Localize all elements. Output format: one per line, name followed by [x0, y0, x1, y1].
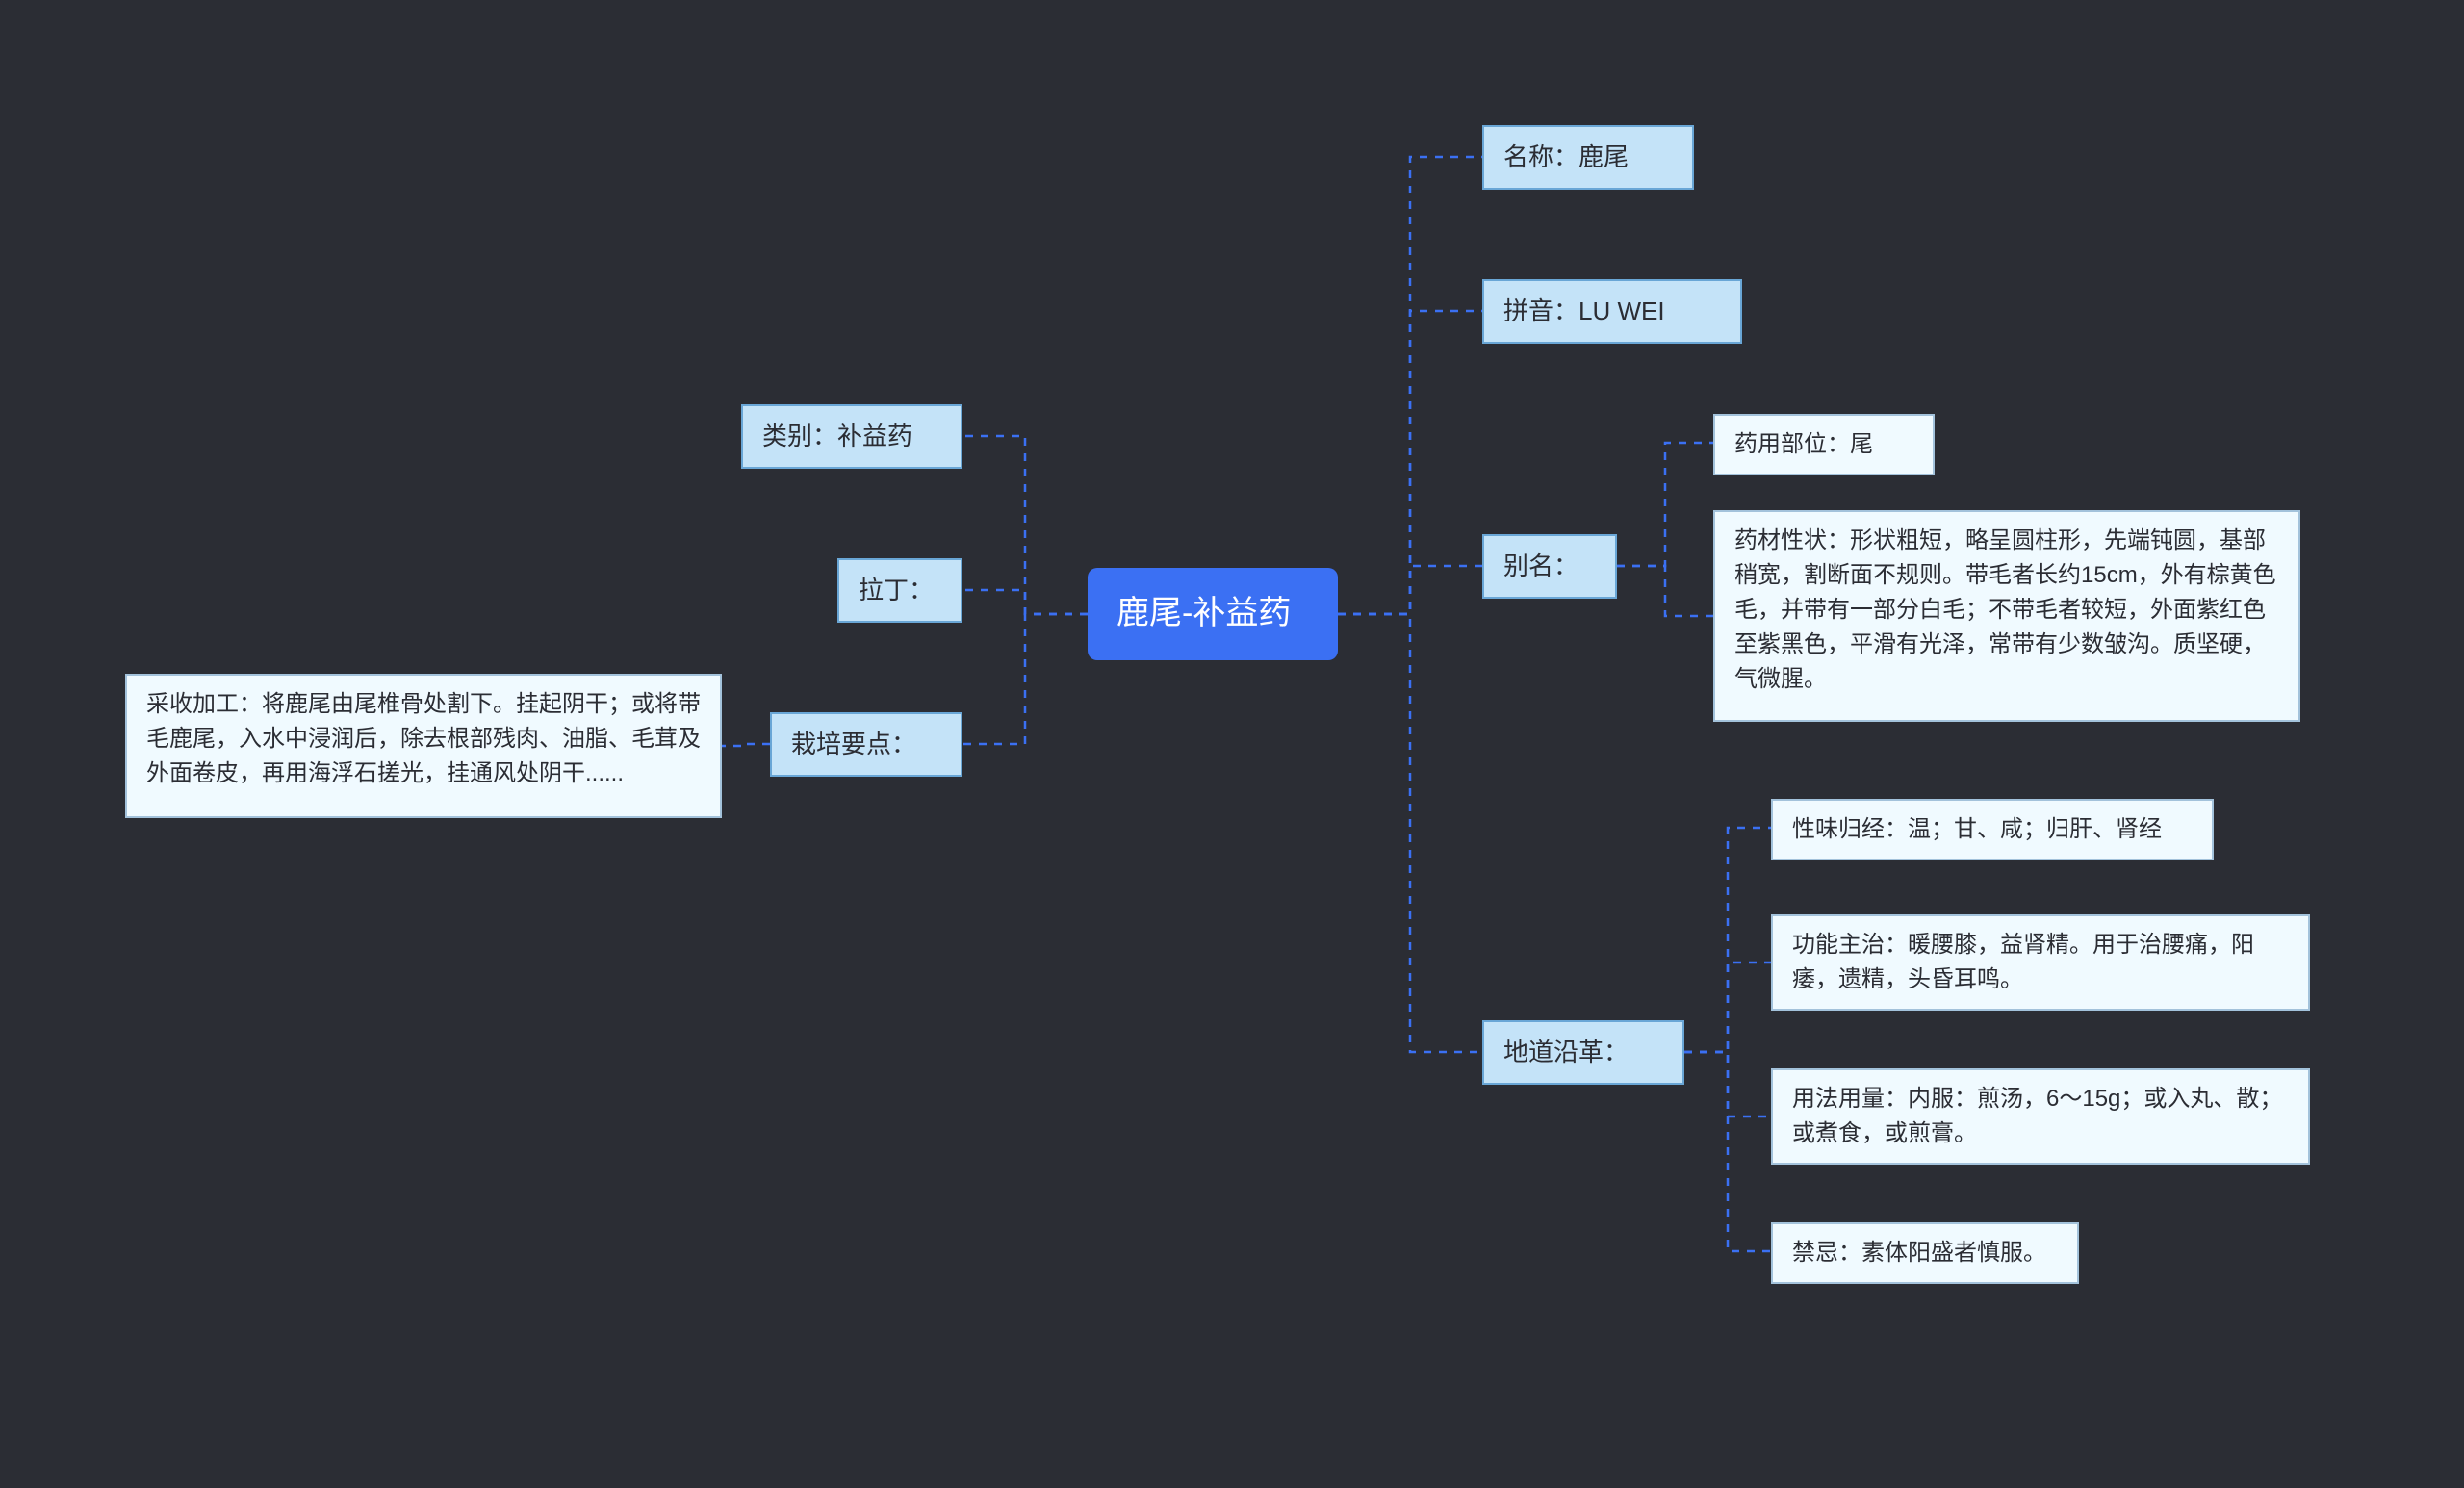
node-nature[interactable]: 性味归经：温；甘、咸；归肝、肾经 — [1771, 799, 2214, 860]
edge-origin-nature — [1684, 828, 1771, 1052]
edge-root-name — [1338, 157, 1482, 614]
edge-origin-dosage — [1684, 1052, 1771, 1116]
edge-root-pinyin — [1338, 311, 1482, 614]
node-latin[interactable]: 拉丁： — [837, 558, 962, 623]
edge-root-category — [962, 436, 1088, 614]
edge-root-latin — [962, 590, 1088, 614]
edge-origin-taboo — [1684, 1052, 1771, 1251]
node-name[interactable]: 名称：鹿尾 — [1482, 125, 1694, 190]
node-origin[interactable]: 地道沿革： — [1482, 1020, 1684, 1085]
edge-origin-function — [1684, 962, 1771, 1052]
edge-root-cultivate — [962, 614, 1088, 744]
node-taboo[interactable]: 禁忌：素体阳盛者慎服。 — [1771, 1222, 2079, 1284]
edge-alias-part — [1617, 443, 1713, 566]
node-dosage[interactable]: 用法用量：内服：煎汤，6～15g；或入丸、散；或煮食，或煎膏。 — [1771, 1068, 2310, 1165]
root-node[interactable]: 鹿尾-补益药 — [1088, 568, 1338, 660]
node-alias[interactable]: 别名： — [1482, 534, 1617, 599]
node-category[interactable]: 类别：补益药 — [741, 404, 962, 469]
node-pinyin[interactable]: 拼音：LU WEI — [1482, 279, 1742, 344]
node-trait[interactable]: 药材性状：形状粗短，略呈圆柱形，先端钝圆，基部稍宽，割断面不规则。带毛者长约15… — [1713, 510, 2300, 722]
edge-alias-trait — [1617, 566, 1713, 616]
edge-cultivate-harvest — [722, 744, 770, 746]
node-part[interactable]: 药用部位：尾 — [1713, 414, 1935, 475]
edge-root-origin — [1338, 614, 1482, 1052]
edge-root-alias — [1338, 566, 1482, 614]
node-function[interactable]: 功能主治：暖腰膝，益肾精。用于治腰痛，阳痿，遗精，头昏耳鸣。 — [1771, 914, 2310, 1011]
node-cultivate[interactable]: 栽培要点： — [770, 712, 962, 777]
node-harvest[interactable]: 采收加工：将鹿尾由尾椎骨处割下。挂起阴干；或将带毛鹿尾，入水中浸润后，除去根部残… — [125, 674, 722, 818]
